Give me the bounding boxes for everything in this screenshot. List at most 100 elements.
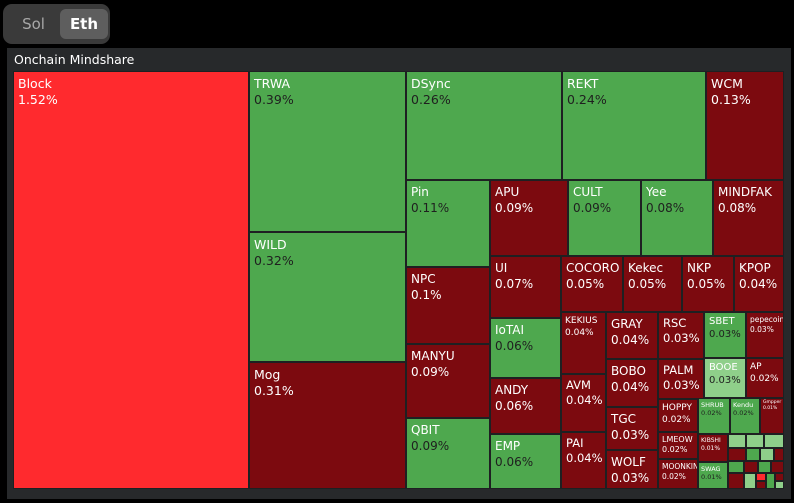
treemap-cell-kendu[interactable]: Kendu 0.02% (730, 398, 760, 434)
treemap-cell-apu[interactable]: APU 0.09% (490, 180, 568, 256)
cell-value: 0.02% (662, 415, 691, 425)
treemap-cell-dsync[interactable]: DSync 0.26% (406, 71, 562, 180)
treemap-cell-kekec[interactable]: Kekec 0.05% (623, 256, 682, 312)
cell-name: PAI (566, 436, 584, 450)
cell-name: EMP (495, 439, 521, 453)
treemap-cell-small[interactable] (775, 473, 784, 481)
treemap-cell-block[interactable]: Block 1.52% (13, 71, 249, 489)
treemap-cell-pin[interactable]: Pin 0.11% (406, 180, 490, 267)
cell-name: SHRUB (701, 401, 724, 409)
treemap-cell-gmpper[interactable]: Gmpper 0.01% (760, 398, 784, 434)
treemap-cell-wild[interactable]: WILD 0.32% (249, 232, 406, 362)
treemap-cell-small[interactable] (728, 461, 744, 473)
treemap-cell-small[interactable] (758, 461, 771, 473)
chart-title: Onchain Mindshare (14, 52, 135, 67)
treemap-cell-npc[interactable]: NPC 0.1% (406, 267, 490, 344)
cell-value: 0.08% (646, 201, 685, 215)
treemap-cell-trwa[interactable]: TRWA 0.39% (249, 71, 406, 232)
treemap-cell-ui[interactable]: UI 0.07% (490, 256, 561, 318)
cell-value: 0.02% (701, 409, 722, 417)
cell-name: ANDY (495, 383, 529, 397)
treemap-cell-small[interactable] (728, 473, 744, 489)
treemap-cell-swag[interactable]: SWAG 0.01% (698, 462, 728, 489)
treemap-cell-yee[interactable]: Yee 0.08% (641, 180, 713, 256)
treemap-cell-booe[interactable]: BOOE 0.03% (704, 358, 746, 398)
sol-tab[interactable]: Sol (22, 15, 45, 33)
cell-value: 0.06% (495, 455, 534, 469)
treemap-cell-wolf[interactable]: WOLF 0.03% (606, 450, 658, 489)
treemap-cell-small[interactable] (764, 434, 784, 448)
treemap-cell-iotai[interactable]: IoTAI 0.06% (490, 318, 561, 378)
treemap-cell-small[interactable] (774, 448, 784, 461)
treemap-cell-rekt[interactable]: REKT 0.24% (562, 71, 706, 180)
cell-value: 0.05% (566, 277, 605, 291)
cell-value: 0.03% (663, 331, 700, 345)
treemap-cell-small[interactable] (771, 461, 784, 473)
cell-name: Mog (254, 367, 281, 382)
cell-name: MANYU (411, 349, 455, 363)
cell-value: 0.03% (750, 325, 774, 334)
treemap-cell-gray[interactable]: GRAY 0.04% (606, 312, 658, 359)
treemap-cell-kpop[interactable]: KPOP 0.04% (734, 256, 784, 312)
cell-value: 0.39% (254, 92, 294, 107)
treemap-cell-rsc[interactable]: RSC 0.03% (658, 312, 704, 359)
treemap-cell-andy[interactable]: ANDY 0.06% (490, 378, 561, 434)
treemap-cell-hoppy[interactable]: HOPPY 0.02% (658, 399, 698, 432)
treemap-cell-small[interactable] (756, 473, 766, 481)
treemap-cell-small[interactable] (728, 434, 746, 448)
treemap-cell-kibshi[interactable]: KIBSHI 0.01% (698, 434, 728, 462)
cell-value: 0.04% (566, 393, 603, 407)
cell-name: TGC (611, 412, 637, 426)
cell-name: COCORO (566, 261, 620, 275)
treemap-cell-small[interactable] (728, 448, 746, 461)
treemap-cell-kekius[interactable]: KEKIUS 0.04% (561, 312, 606, 374)
cell-value: 0.03% (663, 378, 700, 392)
treemap-cell-palm[interactable]: PALM 0.03% (658, 359, 704, 399)
treemap-cell-emp[interactable]: EMP 0.06% (490, 434, 561, 489)
cell-value: 0.02% (750, 374, 779, 384)
treemap-cell-moonkin[interactable]: MOONKIN 0.02% (658, 459, 698, 489)
treemap-cell-small[interactable] (775, 481, 784, 489)
cell-name: SWAG (701, 465, 721, 473)
cell-value: 0.02% (662, 472, 686, 481)
treemap-cell-manyu[interactable]: MANYU 0.09% (406, 344, 490, 418)
cell-value: 1.52% (18, 92, 58, 107)
treemap-cell-cult[interactable]: CULT 0.09% (568, 180, 641, 256)
treemap-cell-small[interactable] (744, 473, 756, 489)
treemap-cell-cocoro[interactable]: COCORO 0.05% (561, 256, 623, 312)
treemap-cell-small[interactable] (760, 448, 774, 461)
treemap-cell-small[interactable] (756, 481, 766, 489)
treemap-cell-wcm[interactable]: WCM 0.13% (706, 71, 784, 180)
cell-value: 0.26% (411, 92, 451, 107)
cell-name: pepecoin (750, 315, 784, 324)
cell-name: LMEOW (662, 435, 693, 444)
cell-name: KPOP (739, 261, 771, 275)
cell-name: MINDFAK (718, 185, 772, 199)
cell-name: UI (495, 261, 508, 275)
cell-value: 0.09% (573, 201, 612, 215)
treemap-cell-lmeow[interactable]: LMEOW 0.02% (658, 432, 698, 459)
treemap-cell-tgc[interactable]: TGC 0.03% (606, 407, 658, 450)
treemap-cell-pai[interactable]: PAI 0.04% (561, 432, 606, 489)
treemap-cell-small[interactable] (746, 434, 764, 448)
cell-name: BOBO (611, 364, 646, 378)
cell-value: 0.04% (739, 277, 778, 291)
chain-toggle: Sol Eth (3, 4, 110, 44)
treemap-cell-shrub[interactable]: SHRUB 0.02% (698, 398, 730, 434)
treemap-cell-qbit[interactable]: QBIT 0.09% (406, 418, 490, 489)
eth-tab[interactable]: Eth (60, 9, 108, 39)
treemap-cell-sbet[interactable]: SBET 0.03% (704, 312, 746, 358)
treemap-cell-ap[interactable]: AP 0.02% (746, 358, 784, 398)
treemap-cell-small[interactable] (766, 473, 775, 489)
treemap-cell-mindfak[interactable]: MINDFAK 0.08% (713, 180, 784, 256)
cell-name: NPC (411, 272, 436, 286)
cell-name: REKT (567, 76, 599, 91)
treemap-cell-mog[interactable]: Mog 0.31% (249, 362, 406, 489)
treemap-cell-pepecoin[interactable]: pepecoin 0.03% (746, 312, 784, 358)
treemap-cell-small[interactable] (744, 461, 758, 473)
treemap-cell-small[interactable] (746, 448, 760, 461)
cell-name: KEKIUS (565, 316, 598, 326)
treemap-cell-nkp[interactable]: NKP 0.05% (682, 256, 734, 312)
treemap-cell-avm[interactable]: AVM 0.04% (561, 374, 606, 432)
treemap-cell-bobo[interactable]: BOBO 0.04% (606, 359, 658, 407)
